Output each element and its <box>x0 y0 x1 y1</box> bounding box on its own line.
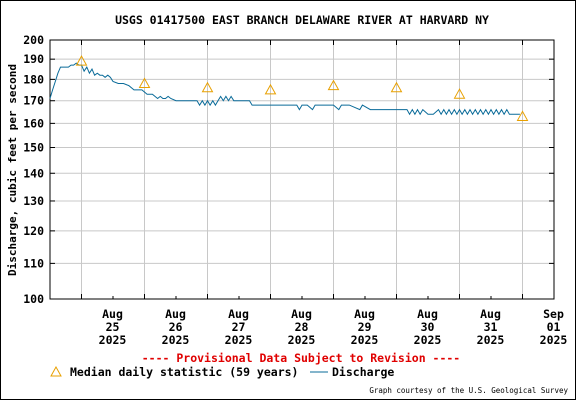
median-point-triangle-icon <box>264 83 277 95</box>
x-tick-label: 28 <box>295 320 309 334</box>
median-point-triangle-icon <box>453 88 466 99</box>
x-tick-label: 2025 <box>288 333 316 347</box>
median-point-triangle-icon <box>138 77 151 89</box>
x-tick-label: 2025 <box>99 333 127 347</box>
series-layer <box>49 55 529 121</box>
x-tick-label: 25 <box>106 320 120 334</box>
x-tick-label: Aug <box>354 307 375 321</box>
y-tick-label: 120 <box>23 224 44 238</box>
provisional-note: ---- Provisional Data Subject to Revisio… <box>142 351 461 365</box>
y-tick-label: 130 <box>23 194 44 208</box>
x-tick-label: Sep <box>543 307 564 321</box>
x-tick-label: 27 <box>232 320 246 334</box>
x-tick-label: Aug <box>480 307 501 321</box>
y-tick-label: 100 <box>23 292 44 306</box>
y-tick-label: 180 <box>23 72 44 86</box>
x-tick-label: Aug <box>291 307 312 321</box>
y-tick-label: 150 <box>23 140 44 154</box>
x-axis-ticks: Aug252025Aug262025Aug272025Aug282025Aug2… <box>81 40 568 347</box>
x-tick-label: 26 <box>169 320 183 334</box>
y-axis-ticks: 200 190 180 170 160 150 140 130 120 110 100 <box>23 33 554 306</box>
median-point-triangle-icon <box>201 81 214 93</box>
y-axis-label: Discharge, cubic feet per second <box>6 64 19 276</box>
x-tick-label: Aug <box>165 307 186 321</box>
legend-discharge-label: Discharge <box>332 365 394 379</box>
x-tick-label: 2025 <box>414 333 442 347</box>
y-tick-label: 110 <box>23 256 44 270</box>
x-tick-label: 2025 <box>162 333 190 347</box>
legend-median-label: Median daily statistic (59 years) <box>70 365 298 379</box>
legend-median-triangle-icon <box>50 365 62 377</box>
y-tick-label: 140 <box>23 166 44 180</box>
x-tick-label: Aug <box>417 307 438 321</box>
x-tick-label: Aug <box>102 307 123 321</box>
grid-lines <box>50 39 554 300</box>
x-tick-label: 29 <box>358 320 372 334</box>
median-point-triangle-icon <box>75 55 88 66</box>
x-tick-label: 2025 <box>540 333 568 347</box>
x-tick-label: 30 <box>421 320 435 334</box>
x-tick-label: 2025 <box>351 333 379 347</box>
x-tick-label: 01 <box>547 320 561 334</box>
x-tick-label: 2025 <box>477 333 505 347</box>
chart-title: USGS 01417500 EAST BRANCH DELAWARE RIVER… <box>115 13 489 27</box>
y-tick-label: 190 <box>23 52 44 66</box>
legend: Median daily statistic (59 years) Discha… <box>50 365 394 379</box>
median-point-triangle-icon <box>390 81 403 93</box>
y-tick-label: 200 <box>23 33 44 47</box>
y-tick-label: 170 <box>23 94 44 108</box>
credit-text: Graph courtesy of the U.S. Geological Su… <box>369 386 568 395</box>
median-point-triangle-icon <box>327 79 340 91</box>
x-tick-label: 31 <box>484 320 498 334</box>
y-tick-label: 160 <box>23 116 44 130</box>
x-tick-label: 2025 <box>225 333 253 347</box>
discharge-series-line <box>49 62 520 116</box>
x-tick-label: Aug <box>228 307 249 321</box>
plot-area-border <box>49 39 555 300</box>
median-point-triangle-icon <box>516 110 529 121</box>
